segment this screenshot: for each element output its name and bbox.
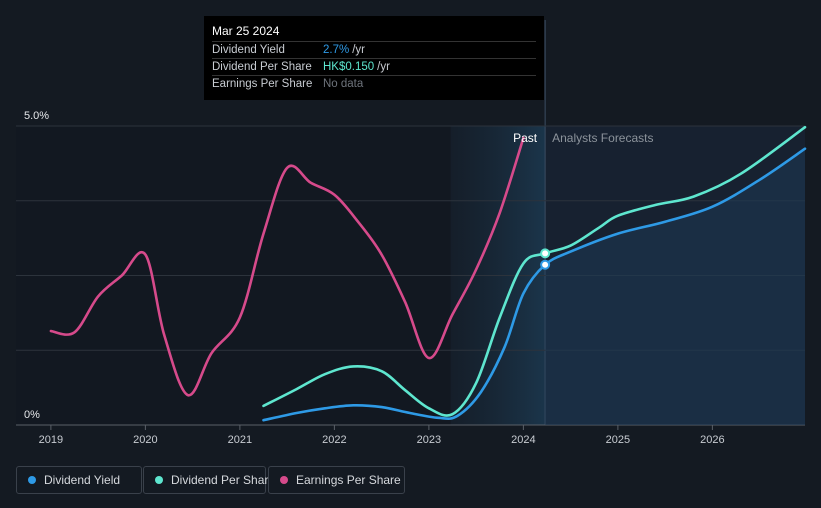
tooltip-row-dividend-per-share: Dividend Per Share HK$0.150/yr: [212, 58, 536, 76]
y-axis-label-max: 5.0%: [24, 110, 49, 122]
y-axis-label-min: 0%: [24, 409, 40, 421]
legend-dot-icon: [155, 476, 163, 484]
dividend-yield-marker: [540, 259, 551, 270]
tooltip-unit: /yr: [352, 44, 365, 56]
earnings-per-share-line: [49, 136, 525, 397]
x-tick-label: 2020: [133, 434, 157, 446]
legend-item-earnings-per-share[interactable]: Earnings Per Share: [268, 466, 405, 494]
dividend-per-share-line: [262, 125, 807, 417]
dividend-per-share-marker: [540, 248, 551, 259]
x-tick-label: 2025: [606, 434, 630, 446]
forecast-label: Analysts Forecasts: [552, 131, 653, 145]
x-tick-label: 2022: [322, 434, 346, 446]
legend-dot-icon: [28, 476, 36, 484]
legend-label: Dividend Yield: [44, 473, 121, 487]
legend-label: Dividend Per Share: [171, 473, 276, 487]
x-tick-label: 2019: [39, 434, 63, 446]
dividend-yield-line: [262, 147, 807, 422]
legend-item-dividend-per-share[interactable]: Dividend Per Share: [143, 466, 275, 494]
x-tick-label: 2021: [228, 434, 252, 446]
tooltip-unit: /yr: [377, 61, 390, 73]
legend-label: Earnings Per Share: [296, 473, 401, 487]
x-tick-label: 2024: [511, 434, 535, 446]
tooltip-label: Earnings Per Share: [212, 78, 313, 90]
tooltip-value: No data: [323, 78, 364, 90]
tooltip-value: 2.7%: [323, 44, 350, 56]
tooltip-value: HK$0.150: [323, 61, 375, 73]
tooltip-date: Mar 25 2024: [212, 24, 280, 38]
tooltip-row-earnings-per-share: Earnings Per Share No data: [212, 75, 536, 93]
dividend-yield-area: [545, 148, 805, 425]
legend-item-dividend-yield[interactable]: Dividend Yield: [16, 466, 142, 494]
tooltip-label: Dividend Yield: [212, 44, 285, 56]
x-tick-label: 2026: [700, 434, 724, 446]
tooltip: Mar 25 2024 Dividend Yield 2.7%/yr Divid…: [204, 16, 544, 100]
past-label: Past: [513, 131, 538, 145]
tooltip-label: Dividend Per Share: [212, 61, 312, 73]
x-tick-label: 2023: [417, 434, 441, 446]
tooltip-row-dividend-yield: Dividend Yield 2.7%/yr: [212, 41, 536, 59]
legend-dot-icon: [280, 476, 288, 484]
